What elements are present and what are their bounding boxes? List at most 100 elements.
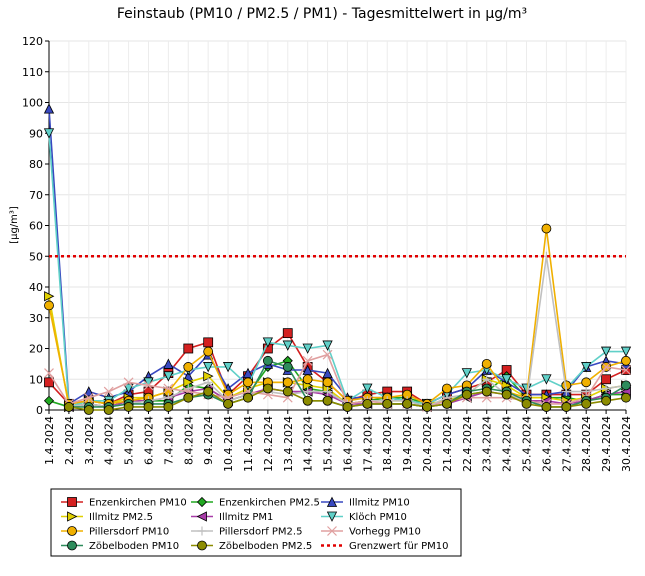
data-point (620, 346, 632, 357)
data-point (621, 355, 631, 366)
x-tick-label: 28.4.2024 (580, 416, 593, 472)
x-tick-label: 26.4.2024 (540, 416, 553, 472)
x-tick-label: 14.4.2024 (302, 416, 315, 472)
x-tick-label: 16.4.2024 (341, 416, 354, 472)
data-point (203, 362, 214, 373)
legend-label: Grenzwert für PM10 (349, 541, 448, 552)
x-tick-label: 23.4.2024 (481, 416, 494, 472)
data-point (302, 343, 313, 354)
data-point (163, 358, 174, 369)
data-point (581, 362, 592, 373)
data-point (44, 377, 54, 388)
x-tick-label: 4.4.2024 (103, 416, 116, 465)
data-point (501, 374, 512, 385)
data-point (183, 362, 194, 372)
x-tick-label: 27.4.2024 (560, 416, 573, 472)
data-point (203, 337, 214, 348)
legend-item: Illmitz PM2.5 (61, 511, 153, 523)
data-point (600, 346, 612, 357)
y-axis-ticks: 0 10 20 30 40 50 60 70 80 90 100 110 120 (22, 35, 49, 417)
x-tick-label: 29.4.2024 (600, 416, 613, 472)
x-tick-label: 18.4.2024 (381, 416, 394, 472)
data-point (163, 402, 174, 412)
legend-marker (67, 540, 77, 551)
y-tick-label: 30 (29, 312, 43, 325)
y-tick-label: 0 (36, 404, 43, 417)
data-point (282, 362, 293, 372)
data-point (302, 374, 313, 385)
legend-label: Enzenkirchen PM10 (89, 498, 187, 509)
x-tick-label: 3.4.2024 (83, 416, 96, 465)
data-point (601, 395, 612, 406)
data-point (43, 395, 55, 406)
data-point (561, 387, 571, 397)
data-point (103, 405, 114, 415)
data-point (581, 377, 592, 388)
y-tick-label: 10 (29, 373, 43, 386)
data-point (621, 380, 631, 391)
data-point (601, 383, 611, 393)
x-tick-label: 15.4.2024 (322, 416, 335, 472)
data-point (83, 405, 94, 415)
legend-label: Vorhegg PM10 (349, 527, 421, 538)
data-point (262, 383, 273, 394)
legend-item: Enzenkirchen PM10 (61, 497, 187, 509)
data-point (243, 392, 253, 403)
data-point (382, 398, 393, 409)
data-point (322, 340, 333, 351)
data-point (282, 328, 293, 339)
data-point (442, 398, 452, 409)
data-point (103, 386, 114, 397)
x-tick-label: 24.4.2024 (501, 416, 514, 472)
legend: Enzenkirchen PM10 Enzenkirchen PM2.5 Illmi… (50, 488, 462, 557)
y-tick-label: 120 (22, 35, 43, 48)
data-point (163, 383, 174, 394)
data-point (461, 368, 472, 379)
data-point (303, 387, 313, 397)
legend-item: Zöbelboden PM10 (61, 540, 179, 552)
data-point (123, 377, 134, 388)
data-point (203, 386, 214, 397)
x-tick-label: 8.4.2024 (182, 416, 195, 465)
data-point (44, 291, 55, 302)
data-point (362, 383, 373, 394)
data-point (482, 374, 492, 384)
data-point (501, 389, 512, 400)
data-point (442, 383, 452, 394)
x-tick-label: 5.4.2024 (123, 416, 136, 465)
data-point (541, 402, 552, 412)
legend-marker (67, 526, 77, 536)
x-tick-label: 1.4.2024 (43, 416, 56, 465)
data-point (282, 377, 293, 388)
legend-item: Vorhegg PM10 (321, 526, 421, 538)
data-point (601, 374, 612, 385)
data-point (581, 398, 592, 409)
legend-item: Zöbelboden PM2.5 (191, 540, 312, 552)
y-tick-label: 110 (22, 66, 43, 79)
data-point (43, 103, 55, 114)
data-point (163, 371, 174, 382)
data-point (323, 387, 333, 397)
data-point (143, 380, 154, 391)
data-point (44, 300, 54, 311)
data-point (123, 402, 134, 412)
data-point (282, 386, 293, 397)
legend-item: Illmitz PM1 (191, 511, 273, 523)
data-point (123, 383, 134, 394)
data-point (63, 402, 74, 412)
x-tick-label: 25.4.2024 (521, 416, 534, 472)
data-point (83, 392, 94, 403)
x-tick-label: 17.4.2024 (361, 416, 374, 472)
y-axis-label: [µg/m³] (9, 206, 20, 244)
legend-item: Grenzwert für PM10 (321, 541, 448, 552)
data-point (461, 389, 472, 400)
y-tick-label: 20 (29, 343, 43, 356)
legend-label: Pillersdorf PM2.5 (219, 527, 302, 538)
x-tick-label: 30.4.2024 (620, 416, 633, 472)
legend-label: Illmitz PM1 (219, 512, 273, 523)
data-point (621, 365, 631, 375)
legend-item: Klöch PM10 (321, 511, 407, 523)
legend-marker (326, 496, 338, 507)
data-point (322, 349, 333, 360)
